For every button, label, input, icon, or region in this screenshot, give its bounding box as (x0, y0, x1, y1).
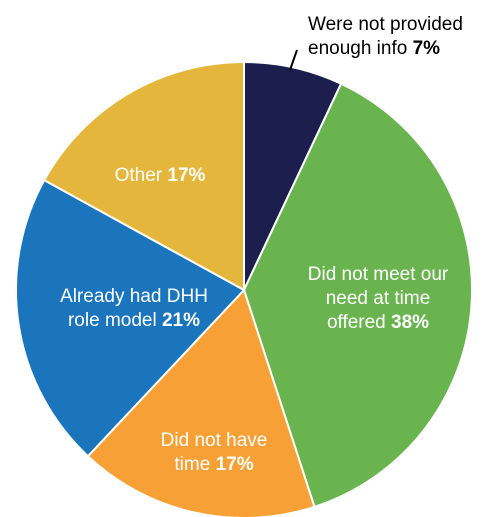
slice-labels: Were not provided enough info 7% Did not m… (60, 14, 463, 475)
pie-slices (15, 60, 473, 517)
slice-label-line: need at time (326, 288, 431, 309)
slice-value-label: 17% (216, 454, 254, 475)
pie-slice-4 (15, 178, 246, 458)
slice-label-line: Did not meet our (308, 264, 449, 285)
slice-label-3: Did not have time 17% (161, 430, 268, 475)
slice-label-line: time 17% (174, 454, 253, 475)
pie-slice-2 (242, 82, 473, 509)
pie-slice-3 (86, 288, 316, 517)
slice-label-line: Were not provided (308, 14, 463, 35)
slice-value-label: 17% (167, 165, 205, 186)
slice-label-line: Other 17% (115, 165, 206, 186)
slice-label-line: offered 38% (327, 312, 429, 333)
slice-label-line: role model 21% (68, 310, 200, 331)
slice-label-line: Already had DHH (60, 286, 208, 307)
slice-value-label: 7% (413, 38, 441, 59)
leader-line (289, 49, 298, 71)
slice-label-line: Did not have (161, 430, 268, 451)
slice-label-5: Other 17% (115, 165, 206, 186)
slice-label-2: Did not meet our need at time offered 38% (308, 264, 449, 333)
slice-label-4: Already had DHH role model 21% (60, 286, 208, 331)
slice-value-label: 21% (162, 310, 200, 331)
slice-label-1: Were not provided enough info 7% (308, 14, 463, 59)
slice-value-label: 38% (391, 312, 429, 333)
slice-label-line: enough info 7% (308, 38, 440, 59)
pie-slice-5 (42, 60, 245, 292)
